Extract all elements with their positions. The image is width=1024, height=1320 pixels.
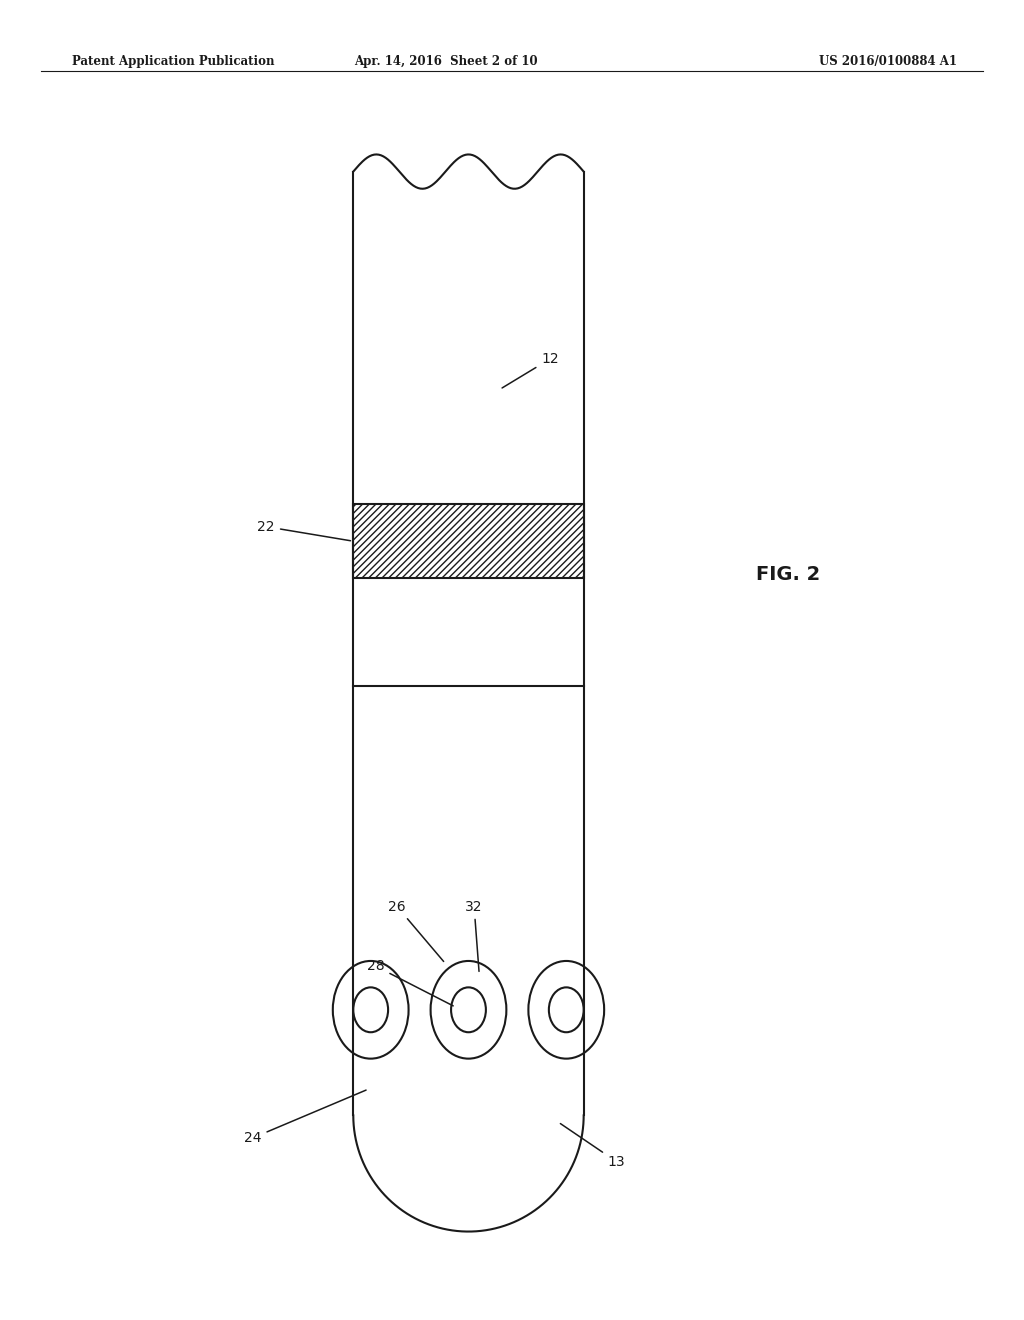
Text: 26: 26	[388, 900, 443, 961]
Text: 24: 24	[244, 1090, 367, 1144]
Text: 13: 13	[560, 1123, 626, 1168]
Text: FIG. 2: FIG. 2	[757, 565, 820, 583]
Bar	[353, 504, 584, 578]
Text: 32: 32	[465, 900, 483, 972]
Text: 12: 12	[502, 352, 559, 388]
Text: 28: 28	[367, 960, 454, 1006]
Text: Patent Application Publication: Patent Application Publication	[72, 55, 274, 69]
Text: Apr. 14, 2016  Sheet 2 of 10: Apr. 14, 2016 Sheet 2 of 10	[353, 55, 538, 69]
Text: 22: 22	[257, 520, 350, 541]
Text: US 2016/0100884 A1: US 2016/0100884 A1	[819, 55, 957, 69]
